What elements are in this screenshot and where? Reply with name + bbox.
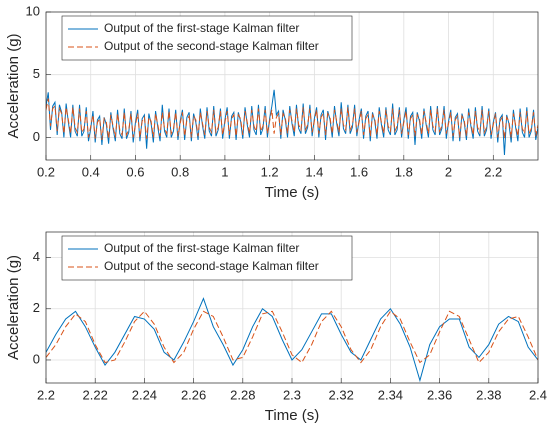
x-tick-label: 2.3 <box>283 387 301 402</box>
y-axis-label: Acceleration (g) <box>5 33 22 138</box>
x-tick-label: 2.38 <box>476 387 501 402</box>
series-line <box>46 98 538 140</box>
y-tick-label: 0 <box>33 129 40 144</box>
legend-label: Output of the second-stage Kalman filter <box>104 259 319 273</box>
x-tick-label: 2.4 <box>529 387 547 402</box>
x-tick-label: 0.6 <box>126 164 144 179</box>
x-tick-label: 2.2 <box>37 387 55 402</box>
legend-box <box>61 235 353 281</box>
y-tick-label: 0 <box>33 351 40 366</box>
x-tick-label: 2.32 <box>329 387 354 402</box>
x-tick-label: 2.24 <box>132 387 157 402</box>
x-tick-label: 0.4 <box>82 164 100 179</box>
x-tick-label: 2.36 <box>427 387 452 402</box>
x-tick-label: 2.26 <box>181 387 206 402</box>
y-tick-label: 5 <box>33 66 40 81</box>
x-tick-label: 2.34 <box>378 387 403 402</box>
y-tick-label: 4 <box>33 249 40 264</box>
series-line <box>46 89 538 156</box>
y-tick-label: 2 <box>33 300 40 315</box>
x-tick-label: 1.6 <box>350 164 368 179</box>
series-line <box>46 297 538 383</box>
axes-box <box>45 11 539 161</box>
legend-box <box>61 15 353 61</box>
x-tick-label: 2 <box>445 164 452 179</box>
x-axis-label: Time (s) <box>265 184 319 201</box>
x-tick-label: 1.2 <box>261 164 279 179</box>
axes-box <box>45 231 539 384</box>
x-tick-label: 1 <box>221 164 228 179</box>
legend-label: Output of the first-stage Kalman filter <box>104 241 299 255</box>
x-tick-label: 1.8 <box>395 164 413 179</box>
x-tick-label: 0.8 <box>171 164 189 179</box>
series-line <box>46 310 538 364</box>
x-tick-label: 2.2 <box>484 164 502 179</box>
y-tick-label: 10 <box>26 3 40 18</box>
x-tick-label: 2.28 <box>230 387 255 402</box>
x-tick-label: 1.4 <box>305 164 323 179</box>
x-tick-label: 2.22 <box>83 387 108 402</box>
y-axis-label: Acceleration (g) <box>5 255 22 360</box>
legend-label: Output of the first-stage Kalman filter <box>104 21 299 35</box>
x-axis-label: Time (s) <box>265 407 319 424</box>
legend-label: Output of the second-stage Kalman filter <box>104 39 319 53</box>
x-tick-label: 0.2 <box>37 164 55 179</box>
